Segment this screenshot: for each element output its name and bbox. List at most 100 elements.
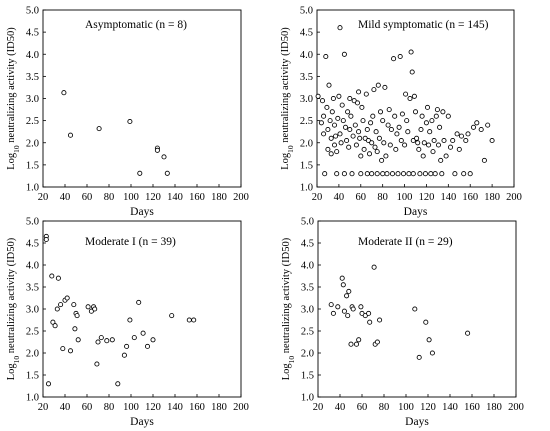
y-tick-label: 2.5: [301, 327, 314, 338]
x-axis-label: Days: [405, 416, 429, 428]
data-point: [438, 157, 444, 163]
y-tick-label: 2.0: [300, 138, 313, 149]
data-point: [361, 146, 367, 152]
data-point: [74, 313, 80, 319]
y-tick-label: 2.0: [301, 349, 314, 360]
panel-title: Mild symptomatic (n = 145): [358, 19, 489, 31]
data-point: [348, 113, 354, 119]
data-point: [421, 140, 427, 146]
data-point: [360, 118, 366, 124]
x-tick-label: 140: [167, 192, 183, 203]
y-tick-label: 4.0: [26, 50, 39, 61]
data-point: [150, 337, 156, 343]
data-point: [364, 171, 370, 177]
data-point: [124, 343, 130, 349]
y-axis-label: Log10 neutralizing activity (ID50): [6, 237, 21, 380]
data-point: [339, 102, 345, 108]
data-point: [140, 330, 146, 336]
data-point: [136, 299, 142, 305]
data-point: [354, 100, 361, 106]
data-point: [363, 91, 369, 97]
data-point: [409, 69, 415, 75]
data-point: [414, 135, 420, 141]
data-point: [164, 170, 170, 176]
data-point: [104, 338, 110, 344]
data-point: [429, 350, 435, 356]
y-tick-label: 1.5: [300, 160, 313, 171]
y-tick-label: 4.5: [26, 239, 39, 250]
x-tick-label: 140: [167, 402, 183, 413]
data-point: [411, 93, 417, 99]
x-tick-label: 20: [313, 402, 324, 413]
data-point: [369, 140, 375, 146]
x-tick-label: 200: [233, 192, 249, 203]
data-point: [333, 133, 339, 139]
data-point: [335, 304, 341, 310]
data-point: [467, 171, 473, 177]
y-axis-label: Log10 neutralizing activity (ID50): [281, 237, 296, 380]
data-point: [382, 84, 388, 90]
x-tick-label: 180: [211, 192, 227, 203]
data-point: [346, 144, 352, 150]
x-tick-label: 60: [357, 402, 368, 413]
x-tick-label: 100: [123, 402, 139, 413]
chart-panel-2: 20 40 60 80 100 120 140 160 180 200 1.0 1.5 2.0 2.5 3.…: [280, 6, 522, 219]
x-tick-label: 60: [356, 192, 367, 203]
data-point: [384, 171, 390, 177]
data-point: [342, 124, 349, 130]
data-point: [346, 288, 352, 294]
data-point: [441, 137, 447, 144]
data-point: [387, 142, 393, 148]
data-point: [452, 171, 458, 177]
data-point: [366, 151, 373, 157]
data-point: [358, 171, 364, 177]
data-point: [95, 339, 101, 345]
data-point: [478, 126, 484, 133]
y-tick-label: 2.5: [26, 327, 39, 338]
data-point: [349, 171, 355, 177]
y-axis-label: Log10 neutralizing activity (ID50): [6, 27, 21, 170]
x-tick-label: 20: [312, 192, 323, 203]
data-point: [348, 341, 354, 347]
data-point: [395, 171, 401, 177]
data-point: [365, 137, 371, 144]
data-point: [386, 107, 392, 113]
data-point: [418, 126, 424, 133]
data-point: [352, 122, 358, 128]
data-point: [131, 335, 137, 341]
x-tick-label: 180: [486, 402, 502, 413]
data-point: [371, 264, 377, 270]
data-point: [374, 171, 380, 177]
data-point: [191, 317, 197, 323]
x-tick-label: 160: [464, 402, 480, 413]
data-point: [345, 313, 351, 319]
data-point: [331, 122, 338, 128]
data-point: [127, 118, 133, 125]
data-point: [328, 302, 334, 308]
data-point: [458, 133, 465, 139]
data-point: [377, 109, 384, 115]
data-point: [437, 124, 443, 130]
data-point: [328, 151, 334, 157]
data-point: [115, 381, 121, 387]
data-point: [456, 146, 462, 152]
data-point: [470, 124, 477, 130]
y-tick-label: 2.5: [300, 116, 313, 127]
panel-title: Moderate II (n = 29): [358, 236, 453, 248]
data-point: [370, 113, 376, 119]
panel-title: Moderate I (n = 39): [85, 236, 176, 248]
data-point: [419, 113, 425, 119]
data-point: [374, 149, 380, 155]
data-point: [127, 317, 133, 323]
data-point: [403, 91, 409, 97]
data-point: [144, 343, 151, 349]
y-tick-label: 4.0: [301, 261, 314, 272]
y-tick-label: 5.0: [300, 6, 313, 17]
data-point: [435, 142, 442, 148]
y-tick-label: 5.0: [26, 6, 39, 17]
data-point: [426, 337, 432, 343]
data-point: [358, 304, 364, 310]
y-tick-label: 1.0: [300, 183, 313, 194]
data-point: [454, 131, 460, 137]
x-axis-label: Days: [130, 416, 154, 428]
